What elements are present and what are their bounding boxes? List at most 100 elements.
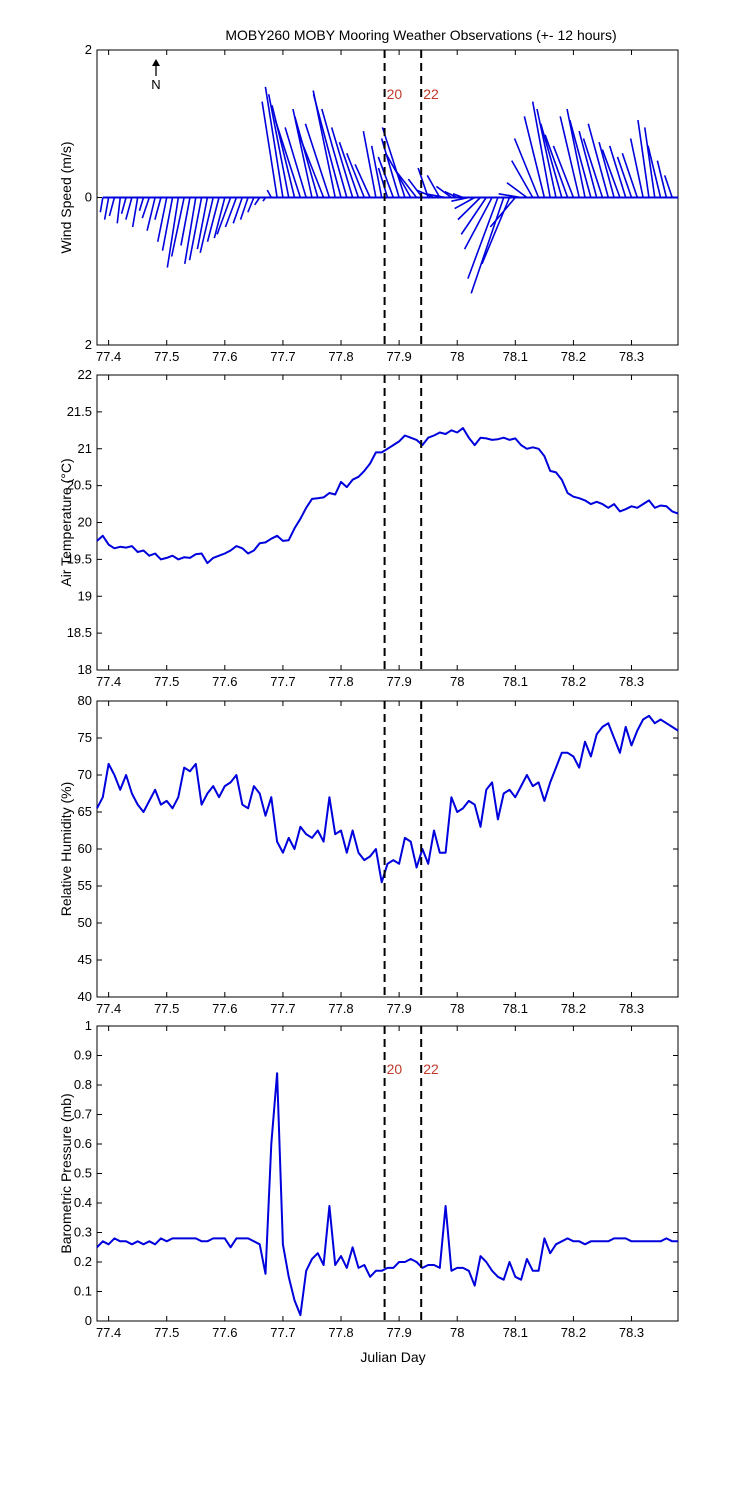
wind-vector — [262, 197, 267, 202]
x-tick-label: 78.1 — [503, 1001, 528, 1016]
y-tick-label: 18.5 — [67, 625, 92, 640]
x-tick-label: 78.1 — [503, 674, 528, 689]
wind-vector — [498, 193, 522, 199]
y-tick-label: 0.4 — [74, 1195, 92, 1210]
wind-vector — [601, 149, 621, 198]
wind-vector — [540, 123, 563, 198]
x-tick-label: 78.3 — [619, 1001, 644, 1016]
wind-vector — [444, 190, 458, 199]
wind-vector — [141, 197, 151, 219]
wind-vector — [99, 197, 104, 213]
y-tick-label: 0.1 — [74, 1284, 92, 1299]
wind-vector — [103, 197, 110, 220]
x-tick-label: 78.2 — [561, 674, 586, 689]
wind-vector — [377, 167, 389, 198]
wind-vector — [116, 197, 122, 224]
wind-vector — [146, 197, 156, 231]
wind-vector — [138, 197, 145, 212]
wind-vector — [247, 197, 255, 213]
series-line — [96, 714, 679, 884]
wind-vector — [154, 197, 162, 220]
wind-vector — [629, 138, 644, 198]
wind-vector — [254, 197, 261, 206]
y-tick-label: 75 — [78, 730, 92, 745]
event-marker-label: 22 — [423, 86, 439, 102]
wind-vector — [188, 197, 203, 261]
wind-vector — [616, 156, 633, 198]
y-tick-label: 19.5 — [67, 551, 92, 566]
x-tick-label: 78.1 — [503, 1325, 528, 1340]
x-tick-label: 77.5 — [154, 1001, 179, 1016]
x-tick-label: 77.4 — [96, 674, 121, 689]
y-axis-label: Relative Humidity (%) — [58, 782, 74, 917]
wind-vector — [460, 197, 487, 235]
wind-vector — [321, 108, 348, 198]
wind-vector — [513, 138, 540, 198]
panel-air-temperature: 77.4 77.5 77.6 77.7 77.8 77.9 78 78.1 78.2 78.3 18… — [58, 367, 679, 689]
wind-vector — [416, 189, 435, 199]
y-tick-label: 2 — [85, 337, 92, 352]
x-tick-label: 77.4 — [96, 1001, 121, 1016]
y-tick-label: 20.5 — [67, 478, 92, 493]
y-tick-label: 55 — [78, 878, 92, 893]
wind-vector — [511, 160, 534, 198]
event-marker-label: 20 — [387, 86, 403, 102]
x-tick-label: 77.8 — [328, 1325, 353, 1340]
wind-vector — [536, 108, 557, 198]
series-line — [96, 427, 679, 565]
y-axis-label: Barometric Pressure (mb) — [58, 1093, 74, 1253]
y-tick-label: 2 — [85, 42, 92, 57]
y-tick-label: 50 — [78, 915, 92, 930]
wind-vector — [377, 156, 395, 198]
series-line — [96, 1072, 678, 1317]
wind-vector — [125, 197, 133, 220]
wind-vector — [637, 119, 650, 198]
wind-vector — [131, 197, 139, 228]
wind-vector — [647, 145, 662, 198]
y-tick-label: 0.2 — [74, 1254, 92, 1269]
wind-vector — [643, 127, 656, 198]
y-axis-label: Air Temperature (°C) — [58, 458, 74, 586]
wind-vector — [531, 101, 551, 198]
wind-vector — [120, 197, 127, 214]
wind-vector — [552, 145, 575, 198]
wind-vector — [370, 145, 383, 198]
x-tick-label: 78 — [450, 1325, 464, 1340]
panel-barometric-pressure: 77.4 77.5 77.6 77.7 77.8 77.9 78 78.1 78.2 78.3 0 0… — [58, 1018, 679, 1340]
y-tick-label: 45 — [78, 952, 92, 967]
wind-vector — [621, 152, 639, 198]
x-tick-label: 77.6 — [212, 1325, 237, 1340]
y-tick-label: 65 — [78, 804, 92, 819]
wind-vector — [608, 145, 627, 198]
wind-vector — [362, 130, 377, 198]
y-tick-label: 21 — [78, 441, 92, 456]
wind-vector — [264, 86, 284, 198]
north-arrowhead-icon — [152, 59, 160, 66]
wind-vector — [266, 189, 273, 198]
wind-vector — [274, 119, 302, 198]
y-tick-label: 0.5 — [74, 1166, 92, 1181]
wind-vector — [544, 134, 569, 198]
panel-relative-humidity: 77.4 77.5 77.6 77.7 77.8 77.9 78 78.1 78.2 78.3 40… — [58, 693, 679, 1016]
y-tick-label: 1 — [85, 1018, 92, 1033]
wind-vector — [224, 197, 238, 228]
event-marker-label: 20 — [387, 1061, 403, 1077]
wind-vector — [161, 197, 174, 251]
y-tick-label: 20 — [78, 515, 92, 530]
figure-title: MOBY260 MOBY Mooring Weather Observation… — [225, 27, 616, 43]
wind-vector — [206, 197, 220, 242]
x-tick-label: 77.9 — [386, 349, 411, 364]
wind-vector — [166, 197, 180, 268]
x-tick-label: 78.3 — [619, 674, 644, 689]
wind-vector — [170, 197, 185, 257]
wind-vector — [506, 182, 528, 199]
x-tick-label: 78 — [450, 674, 464, 689]
north-label: N — [151, 77, 160, 92]
y-tick-label: 0 — [85, 1313, 92, 1328]
panel-wind: 77.4 77.5 77.6 77.7 77.8 77.9 78 78.1 78.2 78.3 0 2… — [58, 42, 679, 364]
wind-vector — [381, 127, 406, 198]
y-tick-label: 19 — [78, 588, 92, 603]
y-tick-label: 0.6 — [74, 1136, 92, 1151]
x-tick-label: 77.7 — [270, 349, 295, 364]
y-tick-label: 21.5 — [67, 404, 92, 419]
